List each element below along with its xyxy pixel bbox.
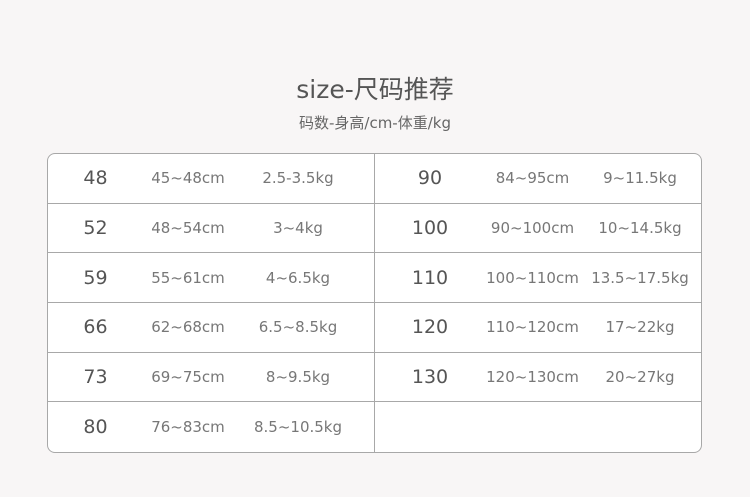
weight-cell: 3~4kg [273,219,323,237]
table-row: 52 48~54cm 3~4kg [48,204,374,254]
height-cell: 120~130cm [486,368,579,387]
size-cell: 59 [83,266,108,289]
page-title: size-尺码推荐 [296,75,454,104]
height-cell: 100~110cm [486,268,579,287]
weight-cell: 13.5~17.5kg [591,268,689,287]
height-cell: 45~48cm [151,169,225,188]
size-cell: 48 [83,167,108,190]
size-cell: 120 [411,316,449,339]
weight-cell: 8~9.5kg [265,368,331,387]
height-cell: 110~120cm [486,318,579,337]
size-table: 48 45~48cm 2.5-3.5kg 52 48~54cm 3~4kg 59 55~61c… [47,153,702,453]
size-cell: 90 [417,167,443,190]
size-cell: 130 [411,366,449,389]
height-cell: 48~54cm [151,219,225,237]
table-row: 48 45~48cm 2.5-3.5kg [48,154,374,204]
table-row: 130 120~130cm 20~27kg [375,353,701,403]
size-cell: 52 [83,217,108,239]
height-cell: 55~61cm [151,268,225,287]
size-cell: 110 [411,266,449,289]
size-cell: 73 [83,366,108,389]
height-cell: 62~68cm [151,318,225,337]
weight-cell: 20~27kg [605,368,675,387]
size-table-left-column: 48 45~48cm 2.5-3.5kg 52 48~54cm 3~4kg 59 55~61c… [48,154,374,452]
height-cell: 84~95cm [495,169,570,188]
table-row [375,402,701,452]
size-table-right-column: 90 84~95cm 9~11.5kg 100 90~100cm 10~14.5kg 110… [374,154,701,452]
size-cell: 100 [411,217,449,239]
table-row: 73 69~75cm 8~9.5kg [48,353,374,403]
table-row: 59 55~61cm 4~6.5kg [48,253,374,304]
height-cell: 69~75cm [151,368,225,387]
table-row: 80 76~83cm 8.5~10.5kg [48,402,374,452]
height-cell: 90~100cm [490,219,575,237]
weight-cell: 4~6.5kg [265,268,331,287]
table-row: 90 84~95cm 9~11.5kg [375,154,701,204]
size-cell: 80 [83,416,108,439]
weight-cell: 2.5-3.5kg [262,169,334,188]
weight-cell: 8.5~10.5kg [253,418,343,437]
weight-cell: 10~14.5kg [598,219,682,237]
size-cell: 66 [83,316,108,339]
table-row: 120 110~120cm 17~22kg [375,303,701,353]
height-cell: 76~83cm [151,418,225,437]
weight-cell: 6.5~8.5kg [258,318,338,337]
weight-cell: 17~22kg [605,318,675,337]
table-row: 100 90~100cm 10~14.5kg [375,204,701,254]
weight-cell: 9~11.5kg [603,169,677,188]
page-subtitle: 码数-身高/cm-体重/kg [298,114,451,132]
table-row: 66 62~68cm 6.5~8.5kg [48,303,374,353]
table-row: 110 100~110cm 13.5~17.5kg [375,253,701,304]
